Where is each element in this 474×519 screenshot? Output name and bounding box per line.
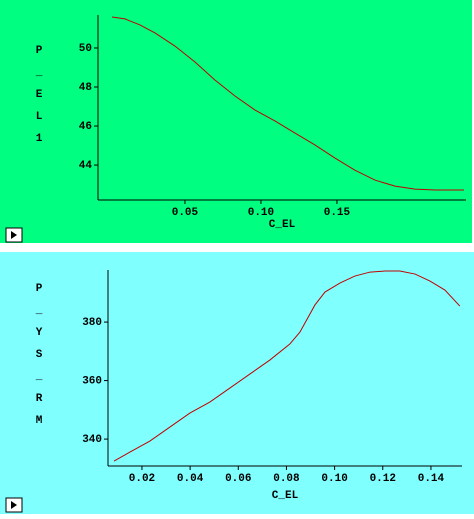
y-tick-label: 50 [79,43,92,55]
data-line [113,270,461,462]
chart-panel: 340 360 380 0.02 0.04 0.06 0.08 0.10 0.12 0.14 C_E… [0,252,474,514]
x-tick-label: 0.14 [418,473,445,485]
x-tick-label: 0.06 [225,473,251,485]
y-tick-label: 380 [82,317,102,329]
chart-panel: 44 46 48 50 0.05 0.10 0.15 C_EL P_EL1 [0,0,472,243]
x-tick-label: 0.02 [129,473,155,485]
x-tick-label: 0.10 [248,207,274,219]
x-tick-label: 0.12 [370,473,396,485]
y-tick-label: 340 [82,434,102,446]
y-tick-label: 46 [79,121,92,133]
x-axis-label: C_EL [269,219,296,231]
data-line [111,16,465,191]
x-tick-label: 0.15 [324,207,351,219]
expand-button[interactable] [5,227,23,243]
y-tick-label: 48 [79,82,93,94]
y-axis-label: P_EL1 [33,45,45,155]
panel-background [0,0,472,243]
expand-button[interactable] [5,497,23,513]
x-axis-label: C_EL [272,490,299,502]
x-tick-label: 0.04 [177,473,204,485]
x-tick-label: 0.08 [273,473,300,485]
x-tick-label: 0.05 [172,207,199,219]
x-tick-label: 0.10 [321,473,347,485]
y-axis-label: P_YS_RM [33,283,45,437]
y-tick-label: 44 [79,160,93,172]
y-tick-label: 360 [82,375,102,387]
